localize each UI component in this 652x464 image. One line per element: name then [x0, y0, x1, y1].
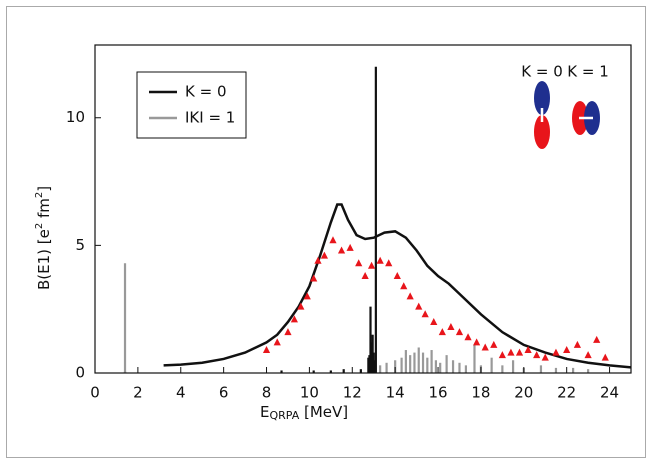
plot [123, 66, 631, 373]
annotation: K = 0 [521, 63, 562, 81]
inset: K = 0 K = 1 [521, 63, 609, 149]
y-tick-label: 0 [75, 364, 85, 382]
x-tick-label: 16 [428, 384, 447, 402]
x-tick-label: 20 [514, 384, 533, 402]
marker [415, 302, 423, 310]
marker [361, 272, 369, 280]
marker [455, 328, 464, 336]
marker [367, 261, 376, 269]
x-tick-label: 24 [600, 384, 619, 402]
label-part: 2 [34, 223, 45, 229]
x-tick-label: 22 [557, 384, 576, 402]
label-part: QRPA [269, 409, 299, 422]
annotation: K = 1 [567, 63, 608, 81]
marker [498, 351, 506, 359]
legend-label: IKI = 1 [185, 109, 235, 127]
marker [303, 292, 311, 300]
x-tick-label: 4 [176, 384, 186, 402]
marker [355, 259, 363, 267]
curve [163, 203, 631, 369]
marker [376, 256, 384, 264]
legend-box [136, 71, 247, 139]
marker [262, 346, 271, 354]
marker [490, 340, 498, 348]
marker [385, 259, 393, 267]
x-tick-label: 10 [300, 384, 319, 402]
marker [320, 251, 329, 259]
marker [447, 323, 455, 331]
marker [393, 272, 401, 280]
y-axis-label: B(E1) [e2 fm2] [34, 186, 53, 290]
y-tick-label: 5 [75, 236, 85, 254]
y-tick-label: 10 [66, 108, 85, 126]
marker [563, 346, 571, 354]
marker [284, 328, 292, 336]
marker [314, 256, 322, 264]
marker [601, 353, 609, 361]
marker [290, 315, 298, 323]
x-tick-label: 8 [262, 384, 272, 402]
marker [593, 335, 601, 343]
marker [438, 328, 446, 336]
blob [534, 81, 550, 115]
marker [473, 338, 481, 346]
marker [541, 353, 549, 361]
marker [400, 282, 408, 290]
marker [507, 348, 515, 356]
blob [534, 115, 550, 149]
label-part: ] [35, 186, 53, 192]
marker [406, 292, 414, 300]
x-tick-label: 6 [219, 384, 229, 402]
marker [481, 343, 489, 351]
label-part: fm [35, 198, 53, 223]
x-tick-label: 14 [386, 384, 405, 402]
marker [310, 274, 318, 282]
x-tick-label: 0 [90, 384, 100, 402]
label-part: B(E1) [e [35, 229, 53, 290]
marker [524, 346, 532, 354]
marker [515, 348, 524, 356]
x-axis-label: EQRPA [MeV] [260, 403, 348, 423]
marker [430, 317, 438, 325]
marker [573, 340, 581, 348]
x-tick-label: 12 [343, 384, 362, 402]
marker [464, 333, 472, 341]
marker [337, 246, 346, 254]
marker [273, 338, 281, 346]
plot-frame [94, 44, 632, 374]
legend-label: K = 0 [185, 83, 226, 101]
marker [297, 302, 305, 310]
marker [552, 348, 560, 356]
x-tick-label: 2 [133, 384, 143, 402]
marker [329, 236, 337, 244]
label-part: [MeV] [299, 403, 348, 421]
label-part: E [260, 403, 269, 421]
x-tick-label: 18 [471, 384, 490, 402]
frame [6, 6, 646, 458]
marker [533, 351, 541, 359]
label-part: 2 [34, 192, 45, 198]
marker [584, 351, 592, 359]
marker [421, 310, 429, 318]
marker [346, 243, 354, 251]
